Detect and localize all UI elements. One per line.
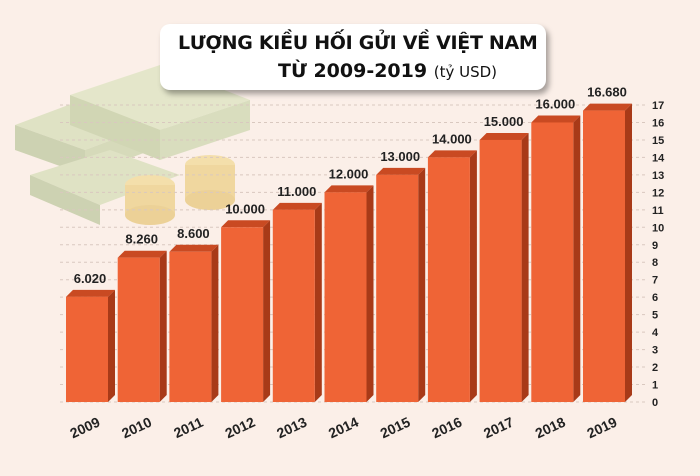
bar-2017: 15.000 bbox=[479, 114, 529, 403]
y-tick-label: 13 bbox=[652, 170, 664, 182]
data-label: 10.000 bbox=[225, 201, 265, 216]
chart-unit: (tỷ USD) bbox=[433, 63, 498, 81]
y-tick-label: 16 bbox=[652, 117, 664, 129]
data-label: 13.000 bbox=[380, 149, 420, 164]
y-tick-label: 9 bbox=[652, 240, 658, 252]
bar bbox=[583, 110, 625, 403]
data-label: 8.260 bbox=[125, 232, 158, 247]
bar-top bbox=[117, 250, 167, 258]
bar-2009: 6.020 bbox=[66, 271, 115, 402]
money-illustration bbox=[15, 65, 250, 225]
bar bbox=[221, 227, 264, 402]
bar-side bbox=[211, 244, 219, 402]
bar-2010: 8.260 bbox=[117, 232, 167, 402]
bar-top bbox=[272, 202, 322, 210]
bar bbox=[117, 257, 160, 402]
bar-side bbox=[108, 289, 115, 402]
bar-side bbox=[573, 115, 581, 403]
bar-top bbox=[324, 185, 374, 193]
x-tick-label: 2013 bbox=[274, 414, 309, 442]
bar-top bbox=[376, 167, 426, 175]
title-box: LƯỢNG KIỀU HỐI GỬI VỀ VIỆT NAM TỪ 2009-2… bbox=[160, 24, 546, 90]
x-tick-label: 2014 bbox=[326, 414, 361, 442]
y-tick-label: 1 bbox=[652, 380, 658, 392]
bar-2011: 8.600 bbox=[169, 226, 219, 402]
bar-2014: 12.000 bbox=[324, 166, 374, 402]
bar bbox=[531, 122, 574, 403]
bar bbox=[66, 296, 108, 402]
data-label: 14.000 bbox=[432, 131, 472, 146]
chart-subtitle-line: TỪ 2009-2019 (tỷ USD) bbox=[278, 60, 497, 82]
bar-side bbox=[469, 150, 477, 402]
bar-2018: 16.000 bbox=[531, 96, 581, 403]
data-label: 16.000 bbox=[535, 96, 575, 111]
bar-2019: 16.680 bbox=[583, 85, 632, 403]
y-tick-label: 11 bbox=[652, 205, 664, 217]
x-tick-label: 2019 bbox=[584, 414, 619, 442]
x-tick-label: 2012 bbox=[222, 414, 257, 442]
bar-side bbox=[159, 250, 167, 402]
bar bbox=[324, 192, 367, 402]
y-tick-label: 3 bbox=[652, 345, 658, 357]
bar-side bbox=[418, 167, 426, 402]
data-label: 8.600 bbox=[177, 226, 210, 241]
chart-title: LƯỢNG KIỀU HỐI GỬI VỀ VIỆT NAM bbox=[178, 32, 538, 54]
x-tick-label: 2011 bbox=[171, 414, 205, 441]
bar bbox=[169, 251, 212, 402]
bar-top bbox=[583, 103, 632, 111]
data-label: 11.000 bbox=[277, 184, 316, 199]
y-tick-label: 6 bbox=[652, 292, 658, 304]
bar-top bbox=[479, 132, 529, 140]
y-tick-label: 4 bbox=[652, 327, 659, 339]
bar bbox=[427, 157, 470, 402]
bar-top bbox=[169, 244, 219, 252]
y-tick-label: 7 bbox=[652, 275, 658, 287]
x-tick-label: 2015 bbox=[378, 414, 413, 442]
bar bbox=[479, 139, 522, 403]
data-label: 15.000 bbox=[484, 114, 524, 129]
x-tick-label: 2018 bbox=[533, 414, 568, 442]
bar bbox=[376, 174, 419, 402]
y-tick-label: 17 bbox=[652, 100, 664, 112]
y-tick-label: 5 bbox=[652, 310, 658, 322]
data-label: 12.000 bbox=[329, 166, 369, 181]
x-tick-label: 2010 bbox=[119, 414, 154, 442]
y-tick-label: 8 bbox=[652, 257, 658, 269]
bar-top bbox=[66, 289, 115, 297]
bar-top bbox=[427, 150, 477, 158]
x-tick-label: 2017 bbox=[481, 414, 516, 442]
bar bbox=[272, 209, 315, 402]
y-tick-label: 12 bbox=[652, 187, 664, 199]
bar-side bbox=[625, 103, 632, 403]
bar-top bbox=[531, 115, 581, 123]
x-tick-label: 2009 bbox=[67, 414, 102, 442]
y-tick-label: 0 bbox=[652, 397, 658, 409]
bar-2012: 10.000 bbox=[221, 201, 271, 402]
data-label: 6.020 bbox=[74, 271, 107, 286]
bar-side bbox=[263, 220, 271, 402]
bar-side bbox=[521, 132, 529, 403]
y-tick-label: 10 bbox=[652, 222, 664, 234]
bar-top bbox=[221, 220, 271, 228]
chart-subtitle: TỪ 2009-2019 bbox=[278, 60, 428, 82]
x-tick-label: 2016 bbox=[429, 414, 464, 442]
bar-2015: 13.000 bbox=[376, 149, 426, 402]
bar-side bbox=[314, 202, 322, 402]
bar-2016: 14.000 bbox=[427, 131, 477, 402]
bar-2013: 11.000 bbox=[272, 184, 322, 402]
y-tick-label: 15 bbox=[652, 135, 664, 147]
y-tick-label: 14 bbox=[652, 152, 665, 164]
y-tick-label: 2 bbox=[652, 362, 658, 374]
data-label: 16.680 bbox=[587, 85, 627, 100]
bar-side bbox=[366, 185, 374, 402]
